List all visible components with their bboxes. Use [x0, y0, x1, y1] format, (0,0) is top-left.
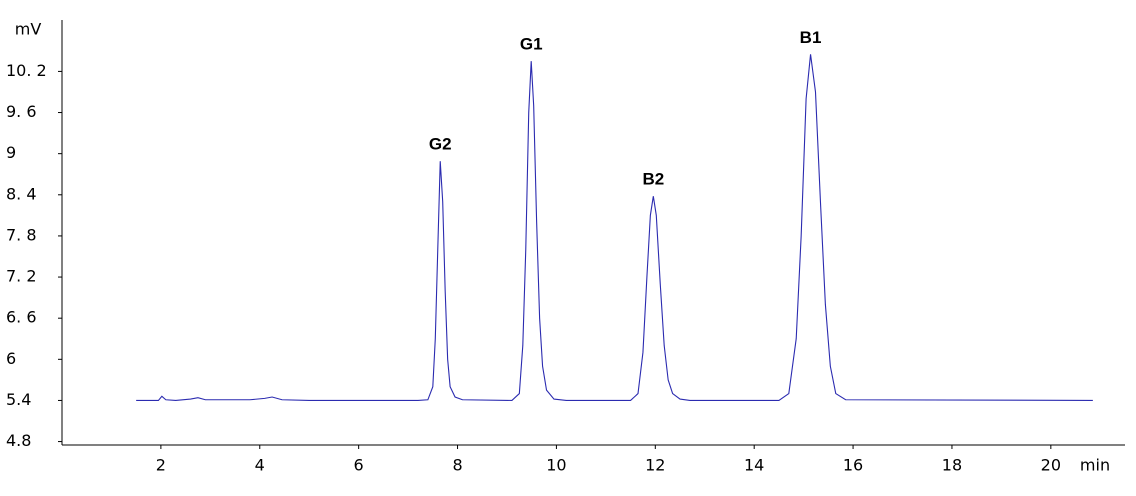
y-tick-label: 9. 6: [6, 102, 37, 121]
x-axis-label: min: [1080, 456, 1110, 475]
peak-label: B2: [642, 170, 664, 189]
y-tick-label: 7. 2: [6, 267, 37, 286]
x-tick-label: 4: [255, 456, 265, 475]
y-tick-label: 9: [6, 143, 16, 162]
x-tick-label: 18: [942, 456, 962, 475]
y-tick-label: 8. 4: [6, 184, 37, 203]
trace-line: [136, 54, 1093, 401]
x-tick-label: 14: [744, 456, 764, 475]
y-tick-label: 5.4: [6, 390, 31, 409]
y-tick-label: 4.8: [6, 431, 31, 450]
x-tick-label: 20: [1041, 456, 1061, 475]
y-tick-label: 6. 6: [6, 308, 37, 327]
peak-label: B1: [800, 28, 822, 47]
x-tick-label: 16: [843, 456, 863, 475]
x-tick-label: 10: [546, 456, 566, 475]
y-tick-label: 6: [6, 349, 16, 368]
y-axis-label: mV: [15, 20, 42, 39]
y-tick-label: 10. 2: [6, 61, 47, 80]
x-tick-label: 12: [645, 456, 665, 475]
y-tick-label: 7. 8: [6, 225, 37, 244]
x-tick-label: 6: [354, 456, 364, 475]
x-tick-label: 8: [452, 456, 462, 475]
peak-label: G1: [520, 35, 543, 54]
peak-label: G2: [429, 135, 452, 154]
x-tick-label: 2: [156, 456, 166, 475]
